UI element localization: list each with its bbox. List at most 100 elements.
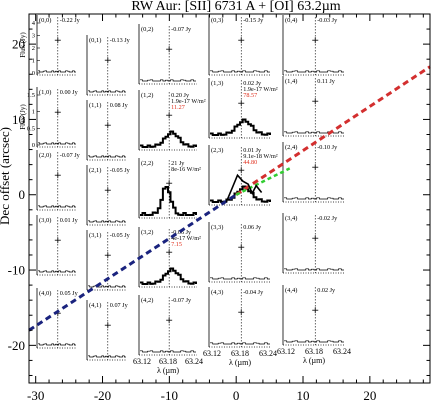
spectrum-panel: (3,3) 0.06 Jy [208,222,271,283]
spectrum-trace [210,70,270,73]
spectrum-panel: (3,4) -0.02 Jy [282,213,345,274]
spectrum-trace [38,70,76,73]
panel-lambda-label: λ (µm) [229,358,251,367]
panel-flux-label: 0.06 Jy [243,224,262,231]
panel-id: (0,2) [141,26,153,33]
panel-flux-label: -0.05 Jy [110,167,131,174]
panel-y-tick-label: 2 [32,45,35,52]
spectrum-trace [38,142,76,145]
panel-flux-label: -0.07 Jy [171,297,192,304]
panel-id: (4,2) [141,297,153,304]
panel-lambda-tick: 63.12 [203,349,221,358]
spectrum-panel: (2,1) -0.05 Jy [86,165,131,226]
panel-lambda-tick: 63.18 [231,349,249,358]
panel-y-tick-label: 4 [32,20,36,27]
panel-lambda-tick: 63.24 [259,349,277,358]
y-tick-label: 0 [19,187,26,202]
panel-id: (4,3) [211,289,223,296]
plot-border [28,13,431,384]
spectrum-trace [140,79,196,82]
series-line [225,173,263,203]
panel-background [139,90,197,150]
panel-flux-label: 4e-17 W/m² [171,235,201,242]
spectrum-panel: (0,4) -0.03 Jy [282,15,345,76]
spectrum-panel: (3,1) -0.05 Jy [86,230,131,291]
panel-y-tick-label: 1 [32,109,35,116]
panel-lambda-label: λ (µm) [303,356,325,365]
spectra-panels: (0,0) -0.22 Jy 4 3 2 1 0 Flux (Jy) (1,0) 0.00 Jy 1… [19,15,351,375]
spectrum-trace [140,186,197,216]
spectrum-trace [88,220,126,223]
panel-y-tick-label: 0 [32,142,35,149]
panel-lambda-tick: 63.12 [133,357,151,366]
panel-id: (1,1) [89,102,101,109]
spectrum-panel: (4,2) -0.07 Jy 63.12 63.18 63.24 λ (µm) [133,295,203,375]
panel-background [209,145,271,205]
panel-flux-label: 1.9e-17 W/m² [243,86,278,93]
spectrum-trace [284,340,344,343]
panel-flux-label: -0.07 Jy [171,26,192,33]
panel-snr: 11.27 [171,104,185,111]
spectrum-panel: (4,0) 0.05 Jy [36,288,79,349]
panel-id: (0,1) [89,37,101,44]
spectrum-panel: (4,3) -0.04 Jy 63.12 63.18 63.24 λ (µm) [203,287,277,367]
panel-snr: 7.15 [171,241,182,248]
outflow-lines [28,65,431,332]
panel-id: (0,4) [285,17,297,24]
panel-background [283,285,345,345]
panel-id: (0,0) [39,17,51,24]
panel-lambda-tick: 63.24 [333,347,351,356]
panel-flux-label: -0.15 Jy [243,17,264,24]
panel-id: (2,1) [89,167,101,174]
y-tick-label: -20 [8,338,25,353]
spectrum-panel: (0,2) -0.07 Jy [138,24,197,85]
panel-flux-label: 0.02 Jy [243,80,262,87]
panel-background [283,142,345,202]
panel-flux-label: -0.06 Jy [171,229,192,236]
spectrum-trace [38,205,76,208]
panel-flux-label: 21 Jy [171,160,185,167]
y-axis-label: Dec offset (arcsec) [0,127,12,225]
series-line [235,167,291,196]
series-line [235,65,431,196]
panel-id: (4,0) [39,290,51,297]
panel-id: (3,1) [89,232,101,239]
panel-flux-label: 9.1e-18 W/m² [243,153,278,160]
y-tick-label: -10 [8,263,25,278]
panel-background [37,87,77,147]
panel-id: (3,3) [211,224,223,231]
panel-background [209,287,271,347]
spectrum-trace [140,130,197,148]
chart-title: RW Aur: [SII] 6731 A + [OI] 63.2µm [131,0,340,14]
panel-flux-label: -0.13 Jy [110,37,131,44]
spectrum-trace [140,350,196,353]
panel-background [37,15,77,75]
spectrum-panel: (4,4) 0.02 Jy 63.12 63.18 63.24 λ (µm) [277,285,351,365]
panel-id: (4,1) [89,302,101,309]
panel-flux-label: 0.07 Jy [110,302,129,309]
spectrum-trace [88,155,126,158]
panel-id: (1,0) [39,89,51,96]
panel-background [209,222,271,282]
series-line [28,193,238,332]
panel-lambda-label: λ (µm) [157,366,179,375]
panel-background [283,76,345,136]
spectrum-panel: (2,0) -0.07 Jy [36,150,81,211]
panel-lambda-tick: 63.12 [277,347,295,356]
x-tick-label: -20 [94,388,111,403]
panel-flux-label: 0.11 Jy [317,78,336,85]
spectrum-trace [88,285,126,288]
panel-background [37,150,77,210]
x-tick-label: -30 [27,388,44,403]
spectrum-panel: (2,4) -0.10 Jy [282,142,345,203]
spectrum-trace [284,197,344,200]
spectrum-panel: (1,0) 0.00 Jy 1.5 1 0.5 0 Flux (Jy) [19,87,79,149]
panel-flux-label: 0.20 Jy [171,92,190,99]
panel-lambda-tick: 63.18 [159,357,177,366]
spectrum-trace [140,267,197,285]
